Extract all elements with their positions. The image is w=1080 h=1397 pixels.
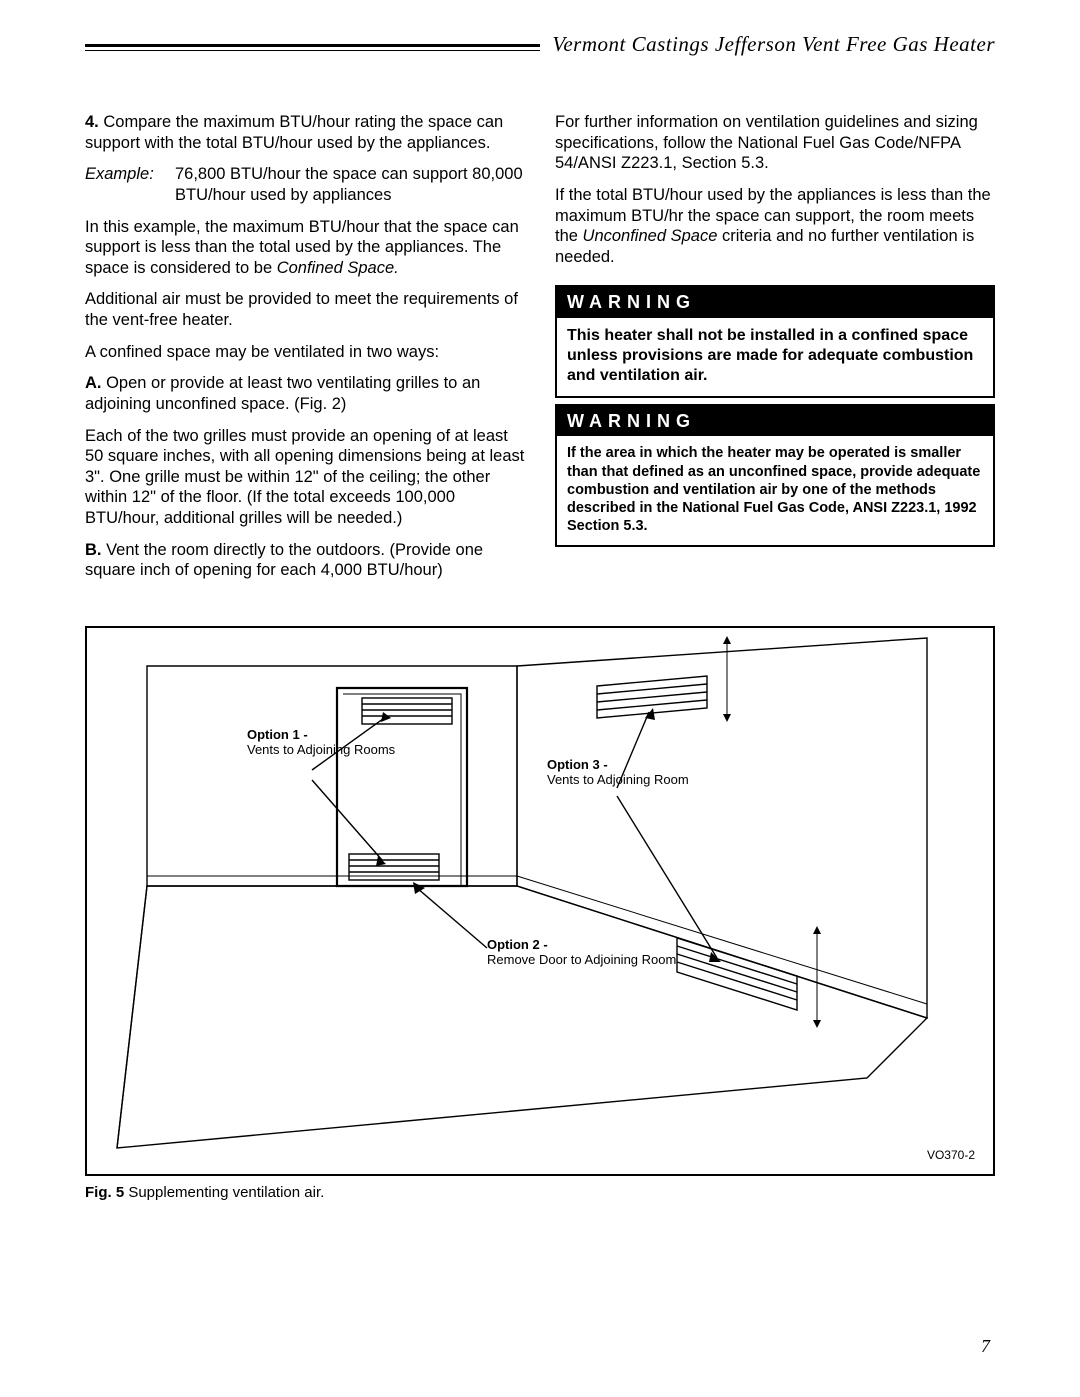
para-grilles: Each of the two grilles must provide an …: [85, 426, 525, 529]
opt2-bold: Option 2 -: [487, 937, 548, 952]
opt1-rest: Vents to Adjoining Rooms: [247, 742, 395, 757]
figure-label-option2: Option 2 - Remove Door to Adjoining Room: [487, 938, 676, 968]
para-4-text: Compare the maximum BTU/hour rating the …: [85, 113, 503, 152]
opt2-rest: Remove Door to Adjoining Room: [487, 952, 676, 967]
figure-caption: Fig. 5 Supplementing ventilation air.: [85, 1184, 995, 1201]
page-header: Vermont Castings Jefferson Vent Free Gas…: [85, 44, 995, 72]
figure-label-option1: Option 1 - Vents to Adjoining Rooms: [247, 728, 395, 758]
opt3-bold: Option 3 -: [547, 757, 608, 772]
opt3-rest: Vents to Adjoining Room: [547, 772, 689, 787]
example-text: 76,800 BTU/hour the space can support 80…: [175, 164, 525, 205]
para-a: A. Open or provide at least two ventilat…: [85, 373, 525, 414]
para-b-text: Vent the room directly to the outdoors. …: [85, 541, 483, 580]
header-title: Vermont Castings Jefferson Vent Free Gas…: [540, 32, 995, 57]
figure-caption-rest: Supplementing ventilation air.: [124, 1184, 324, 1201]
para-b-bold: B.: [85, 541, 102, 559]
two-column-body: 4. Compare the maximum BTU/hour rating t…: [85, 112, 995, 592]
para-confined-b: Confined Space.: [277, 259, 399, 277]
right-column: For further information on ventilation g…: [555, 112, 995, 592]
left-column: 4. Compare the maximum BTU/hour rating t…: [85, 112, 525, 592]
figure-caption-bold: Fig. 5: [85, 1184, 124, 1201]
para-4: 4. Compare the maximum BTU/hour rating t…: [85, 112, 525, 153]
room-diagram: [87, 628, 993, 1176]
para-two-ways: A confined space may be ventilated in tw…: [85, 342, 525, 363]
warning-box-1: WARNING This heater shall not be install…: [555, 285, 995, 398]
para-unconfined-b: Unconfined Space: [583, 227, 718, 245]
para-confined: In this example, the maximum BTU/hour th…: [85, 217, 525, 279]
para-b: B. Vent the room directly to the outdoor…: [85, 540, 525, 581]
page-number: 7: [981, 1336, 990, 1357]
para-a-bold: A.: [85, 374, 102, 392]
warning-1-body: This heater shall not be installed in a …: [557, 318, 993, 396]
para-further-info: For further information on ventilation g…: [555, 112, 995, 174]
warning-1-header: WARNING: [557, 287, 993, 318]
figure-label-option3: Option 3 - Vents to Adjoining Room: [547, 758, 689, 788]
warning-box-2: WARNING If the area in which the heater …: [555, 404, 995, 547]
figure-code: VO370-2: [927, 1148, 975, 1162]
figure-5-box: Option 1 - Vents to Adjoining Rooms Opti…: [85, 626, 995, 1176]
example-block: Example: 76,800 BTU/hour the space can s…: [85, 164, 525, 205]
para-additional-air: Additional air must be provided to meet …: [85, 289, 525, 330]
warning-2-header: WARNING: [557, 406, 993, 437]
warning-2-body: If the area in which the heater may be o…: [557, 436, 993, 545]
para-4-num: 4.: [85, 113, 99, 131]
example-label: Example:: [85, 164, 175, 205]
para-a-text: Open or provide at least two ventilating…: [85, 374, 480, 413]
opt1-bold: Option 1 -: [247, 727, 308, 742]
para-unconfined: If the total BTU/hour used by the applia…: [555, 185, 995, 268]
